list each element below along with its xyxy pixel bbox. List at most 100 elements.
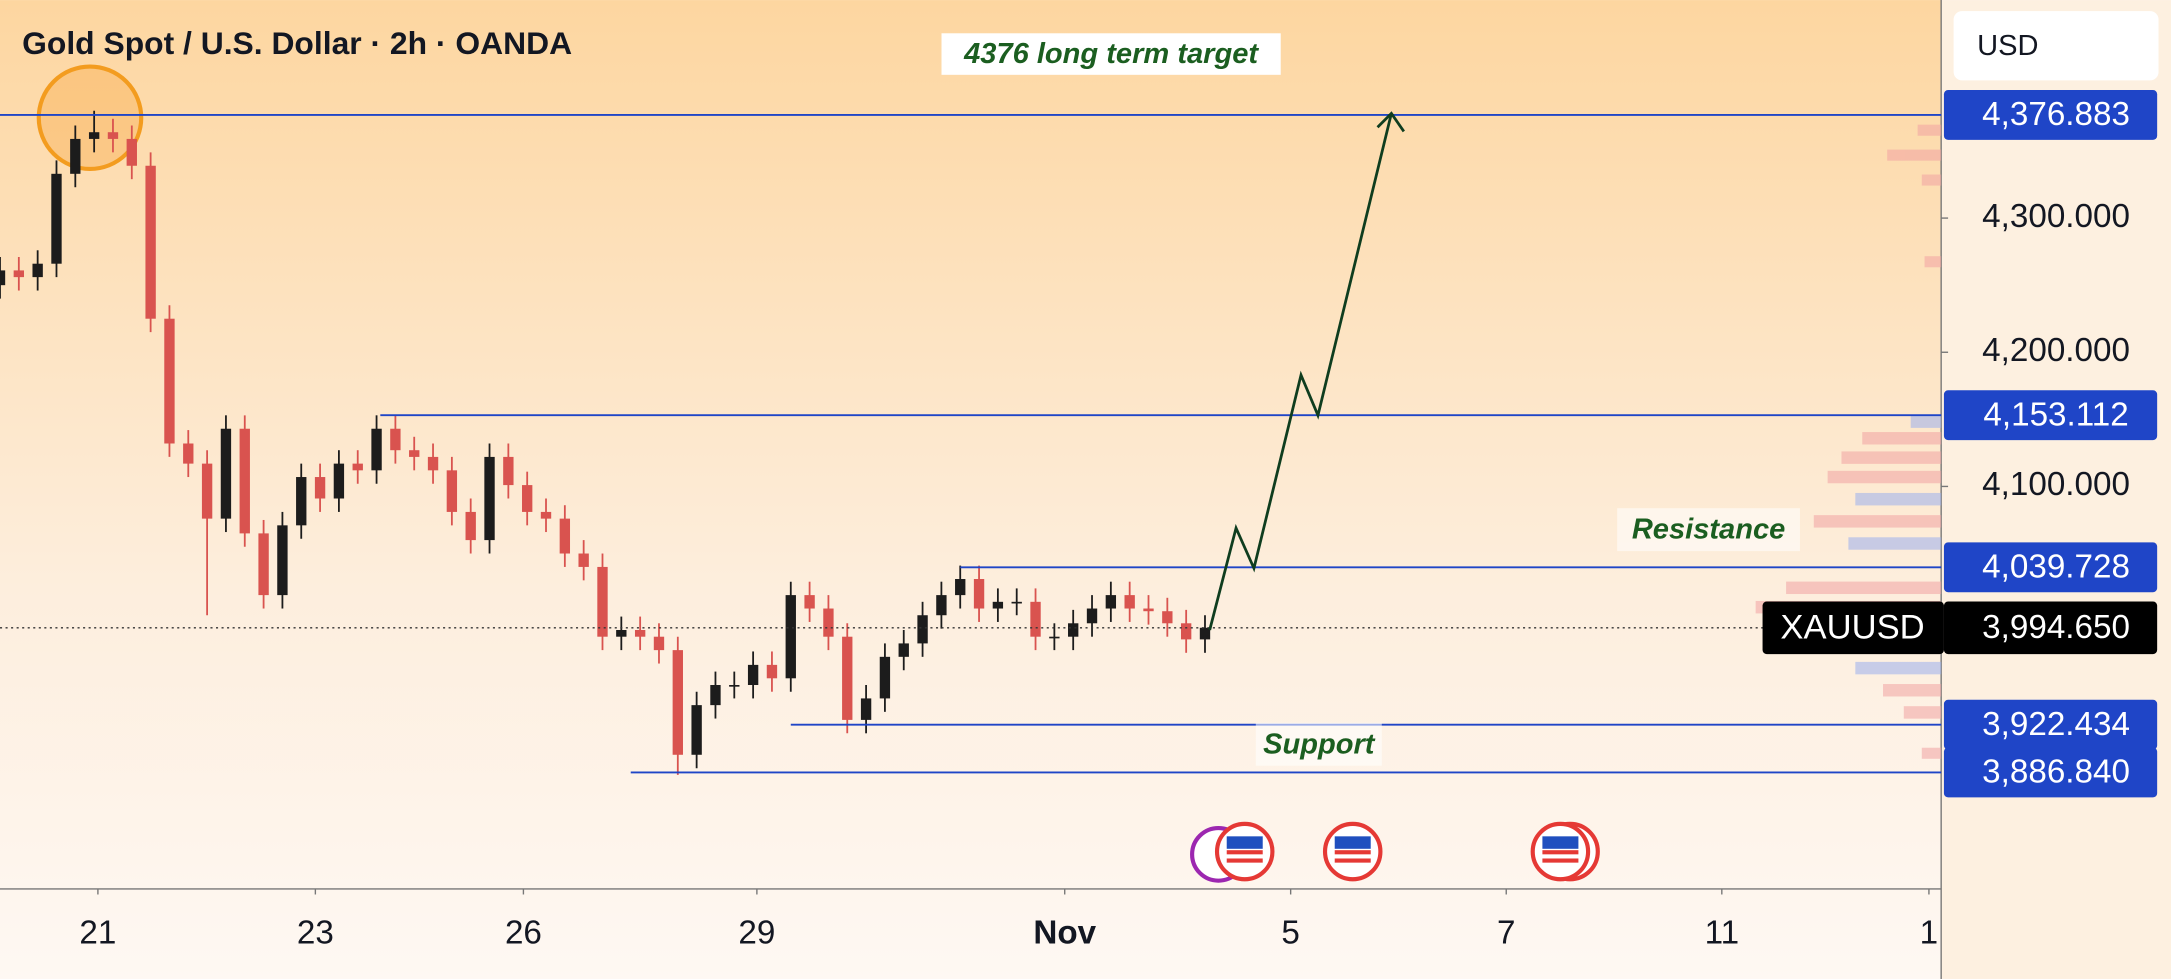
profile-bar xyxy=(1883,684,1942,697)
level-label: 3,922.434 xyxy=(1982,706,2130,743)
volume-profile xyxy=(1755,124,1942,759)
profile-bar xyxy=(1841,451,1942,464)
flag xyxy=(1226,858,1263,863)
candle-body xyxy=(1049,636,1060,639)
candle-body xyxy=(522,485,533,512)
candle-body xyxy=(597,566,608,637)
chart-title: Gold Spot / U.S. Dollar · 2h · OANDA xyxy=(22,25,572,61)
candle-body xyxy=(804,595,815,609)
y-tick-label: 4,100.000 xyxy=(1982,466,2130,503)
candle-body xyxy=(201,463,213,519)
annotation-box xyxy=(1255,722,1382,766)
symbol-label: XAUUSD xyxy=(1780,608,1924,646)
projection-arrowhead xyxy=(1376,111,1405,133)
candle-body xyxy=(1086,608,1098,624)
last-price-label: 3,994.650 xyxy=(1982,609,2130,646)
x-tick-label: 7 xyxy=(1497,914,1515,951)
level-label-box xyxy=(1943,699,2158,750)
flag xyxy=(1542,858,1579,863)
candle-body xyxy=(992,601,1004,609)
profile-bar xyxy=(1813,515,1942,528)
currency[interactable]: USD xyxy=(1977,30,2038,62)
candle-body xyxy=(710,685,721,706)
last-price-box xyxy=(1943,601,2158,655)
candle-body xyxy=(239,428,250,534)
candle-body xyxy=(842,636,853,720)
candle-body xyxy=(465,511,476,541)
candle-body xyxy=(1143,608,1154,612)
candle-body xyxy=(1124,595,1135,609)
candle-body xyxy=(766,664,778,679)
flag xyxy=(1334,836,1371,849)
profile-bar xyxy=(1848,537,1942,550)
candle-body xyxy=(164,318,175,444)
flag xyxy=(1226,850,1263,855)
x-tick-label: 26 xyxy=(505,914,542,951)
profile-bar xyxy=(1855,661,1942,675)
candle-body xyxy=(1180,623,1192,640)
x-tick-label: Nov xyxy=(1033,914,1096,951)
price-axis-background xyxy=(1941,0,2171,979)
candle-body xyxy=(823,608,834,637)
profile-bar xyxy=(1887,149,1942,161)
candle-body xyxy=(333,463,345,499)
level-label: 4,153.112 xyxy=(1983,396,2128,433)
profile-bar xyxy=(1862,432,1942,445)
candle-body xyxy=(860,698,872,720)
level-label: 3,886.840 xyxy=(1982,754,2130,791)
candle-body xyxy=(13,270,25,278)
x-tick-label: 1 xyxy=(1920,914,1938,951)
candle-body xyxy=(0,270,6,286)
annotation-box xyxy=(1617,508,1800,552)
candle-body xyxy=(559,518,571,554)
candle-body xyxy=(729,685,740,687)
candle-body xyxy=(371,428,382,471)
candle-body xyxy=(1162,611,1173,624)
candle-body xyxy=(70,138,81,174)
candle-body xyxy=(484,456,495,541)
profile-bar xyxy=(1924,256,1942,268)
candle-body xyxy=(898,643,909,657)
level-label: 4,376.883 xyxy=(1982,96,2130,133)
symbol-box xyxy=(1762,601,1944,655)
candle-body xyxy=(51,173,62,264)
x-tick-label: 23 xyxy=(297,914,334,951)
candle-body xyxy=(955,579,966,596)
profile-bar xyxy=(1855,492,1942,506)
candle-body xyxy=(427,456,439,471)
x-tick-label: 5 xyxy=(1281,914,1299,951)
candle-body xyxy=(390,428,401,451)
candle-body xyxy=(1030,601,1041,637)
candle-body xyxy=(1011,601,1022,604)
candle-body xyxy=(220,428,232,519)
candle-body xyxy=(1068,623,1079,637)
x-tick-label: 21 xyxy=(79,914,116,951)
candle-body xyxy=(578,553,589,567)
candle-body xyxy=(183,443,194,464)
candle-body xyxy=(973,579,985,609)
candle-body xyxy=(32,263,43,278)
candle-body xyxy=(785,595,796,679)
candle-body xyxy=(616,629,627,637)
profile-bar xyxy=(1917,124,1942,136)
candle-body xyxy=(936,595,947,616)
highlight-circle xyxy=(36,64,144,172)
candle-body xyxy=(409,450,420,457)
currency-box[interactable] xyxy=(1953,11,2159,81)
annotation-box xyxy=(941,33,1281,75)
x-tick-label: 29 xyxy=(738,914,775,951)
level-label-box xyxy=(1943,390,2158,441)
annotation: Support xyxy=(1263,728,1376,760)
level-label-box xyxy=(1943,542,2158,593)
flag xyxy=(1334,858,1371,863)
profile-bar xyxy=(1921,747,1942,759)
candle-body xyxy=(107,132,119,139)
candle-body xyxy=(446,470,458,512)
candle-body xyxy=(277,525,288,596)
flag xyxy=(1334,850,1371,855)
annotation: Resistance xyxy=(1632,514,1785,546)
x-tick-label: 11 xyxy=(1705,914,1739,951)
profile-bar xyxy=(1921,174,1942,186)
candle-body xyxy=(126,138,137,166)
